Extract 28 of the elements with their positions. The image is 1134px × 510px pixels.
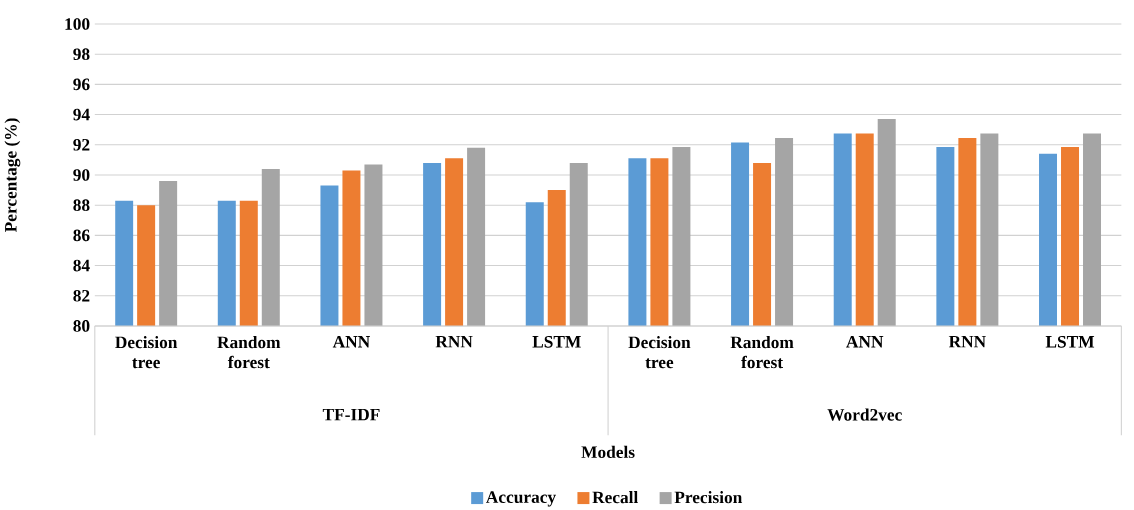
x-tick-label: Random forest: [730, 335, 794, 368]
x-tick-label: LSTM: [1045, 335, 1095, 348]
legend-label: Precision: [674, 490, 743, 504]
x-tick-label: Decision tree: [628, 335, 691, 368]
y-tick-label: 90: [73, 168, 90, 181]
y-tick-label: 96: [73, 78, 90, 91]
x-tick-label: RNN: [435, 335, 473, 348]
y-tick-label: 94: [73, 108, 90, 121]
legend-label: Recall: [592, 490, 638, 504]
x-tick-label: Random forest: [217, 335, 281, 368]
x-tick-label: ANN: [332, 335, 370, 348]
text: Word2vec: [827, 408, 902, 421]
legend-label: Accuracy: [486, 491, 556, 507]
y-tick-label: 84: [73, 259, 90, 272]
x-axis-title: Models: [581, 445, 635, 458]
x-tick-label: LSTM: [532, 335, 581, 348]
y-tick-label: 100: [65, 17, 90, 30]
y-tick-label: 82: [73, 289, 90, 302]
y-tick-label: 86: [73, 229, 90, 242]
y-tick-label: 98: [73, 48, 90, 60]
y-tick-label: 80: [73, 319, 90, 332]
x-tick-label: RNN: [948, 335, 986, 348]
x-tick-label: Decision tree: [115, 335, 178, 368]
y-axis-title: Percentage (%): [4, 118, 21, 232]
text: TF-IDF: [322, 408, 380, 421]
y-tick-label: 92: [73, 138, 90, 151]
y-tick-label: 88: [73, 199, 90, 211]
x-tick-label: ANN: [846, 335, 884, 348]
